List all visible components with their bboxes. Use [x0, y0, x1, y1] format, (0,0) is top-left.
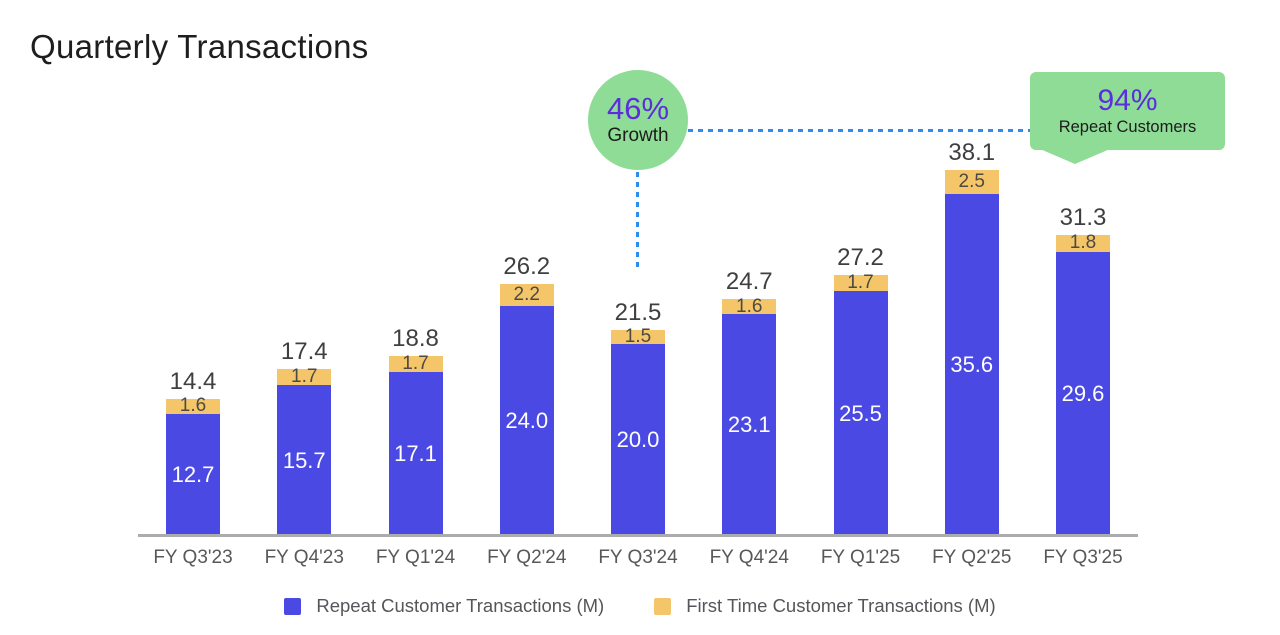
bar-first-time-FY Q3'25 [1056, 234, 1110, 252]
bar-repeat-FY Q1'24 [388, 371, 443, 536]
chart-title: Quarterly Transactions [30, 28, 369, 65]
total-value-label: 31.3 [1059, 203, 1107, 231]
bar-first-time-FY Q1'25 [833, 274, 888, 292]
first-time-value-label: 1.6 [736, 295, 763, 317]
total-value-label: 26.2 [503, 253, 551, 281]
repeat-customers-annotation-badge: 94% Repeat Customers [1030, 72, 1225, 150]
legend-item-repeat: Repeat Customer Transactions (M) [284, 595, 604, 617]
total-value-label: 38.1 [948, 139, 996, 167]
legend-label-repeat: Repeat Customer Transactions (M) [316, 595, 605, 616]
repeat-value-label: 15.7 [282, 447, 326, 473]
bar-first-time-FY Q1'24 [388, 355, 443, 372]
x-axis-category-label: FY Q4'24 [709, 547, 789, 568]
total-value-label: 18.8 [392, 324, 439, 352]
x-axis-category-label: FY Q3'24 [598, 547, 678, 568]
repeat-value-label: 29.6 [1061, 380, 1105, 406]
x-axis-category-label: FY Q1'24 [375, 547, 456, 568]
connector-line-vertical [636, 172, 639, 268]
repeat-swatch-icon [284, 597, 302, 615]
total-value-label: 14.4 [169, 367, 217, 395]
first-time-value-label: 1.5 [624, 325, 652, 347]
total-value-label: 17.4 [280, 337, 328, 365]
repeat-label: Repeat Customers [1058, 118, 1197, 136]
growth-annotation-badge: 46% Growth [588, 70, 688, 170]
bar-first-time-FY Q4'24 [722, 298, 777, 315]
speech-bubble-tail [1040, 149, 1110, 164]
bar-repeat-FY Q4'23 [277, 385, 332, 536]
first-time-value-label: 1.7 [847, 272, 874, 294]
bar-first-time-FY Q2'24 [499, 284, 554, 306]
total-value-label: 24.7 [725, 267, 773, 295]
bar-first-time-FY Q2'25 [944, 170, 999, 195]
x-axis-category-label: FY Q2'24 [487, 547, 567, 568]
repeat-percent: 94% [1097, 84, 1158, 117]
legend-label-first-time: First Time Customer Transactions (M) [686, 595, 996, 616]
bar-repeat-FY Q1'25 [833, 291, 888, 536]
bar-repeat-FY Q4'24 [722, 314, 777, 536]
repeat-value-label: 12.7 [171, 462, 215, 488]
x-axis-category-label: FY Q3'23 [153, 547, 233, 568]
legend-item-first-time: First Time Customer Transactions (M) [654, 595, 996, 617]
total-value-label: 27.2 [837, 243, 884, 271]
x-axis-line [138, 534, 1138, 537]
first-time-value-label: 1.8 [1069, 232, 1097, 254]
first-time-swatch-icon [654, 597, 672, 615]
growth-percent: 46% [606, 91, 670, 126]
x-axis-category-label: FY Q2'25 [932, 547, 1012, 568]
bar-first-time-FY Q3'23 [166, 398, 220, 415]
first-time-value-label: 2.2 [513, 284, 540, 306]
bar-repeat-FY Q3'24 [611, 344, 665, 536]
legend: Repeat Customer Transactions (M) First T… [0, 595, 1280, 617]
first-time-value-label: 1.6 [179, 395, 207, 417]
first-time-value-label: 1.7 [402, 352, 429, 374]
bar-repeat-FY Q2'25 [944, 194, 999, 536]
bar-repeat-FY Q3'23 [166, 414, 220, 536]
repeat-value-label: 25.5 [839, 400, 882, 426]
first-time-value-label: 2.5 [958, 171, 985, 193]
repeat-value-label: 24.0 [505, 407, 549, 433]
x-axis-category-label: FY Q1'25 [820, 547, 901, 568]
bar-repeat-FY Q2'24 [499, 305, 554, 536]
connector-line-horizontal [688, 129, 1030, 132]
bar-first-time-FY Q4'23 [277, 368, 332, 386]
first-time-value-label: 1.7 [291, 366, 318, 388]
total-value-label: 21.5 [614, 298, 662, 326]
repeat-value-label: 23.1 [727, 412, 771, 438]
x-axis-category-label: FY Q3'25 [1043, 547, 1123, 568]
growth-label: Growth [607, 125, 669, 146]
repeat-value-label: 17.1 [394, 440, 437, 466]
repeat-value-label: 35.6 [950, 352, 994, 378]
bar-repeat-FY Q3'25 [1056, 251, 1110, 536]
x-axis-category-label: FY Q4'23 [264, 547, 344, 568]
bar-first-time-FY Q3'24 [611, 329, 665, 344]
repeat-value-label: 20.0 [616, 427, 660, 452]
